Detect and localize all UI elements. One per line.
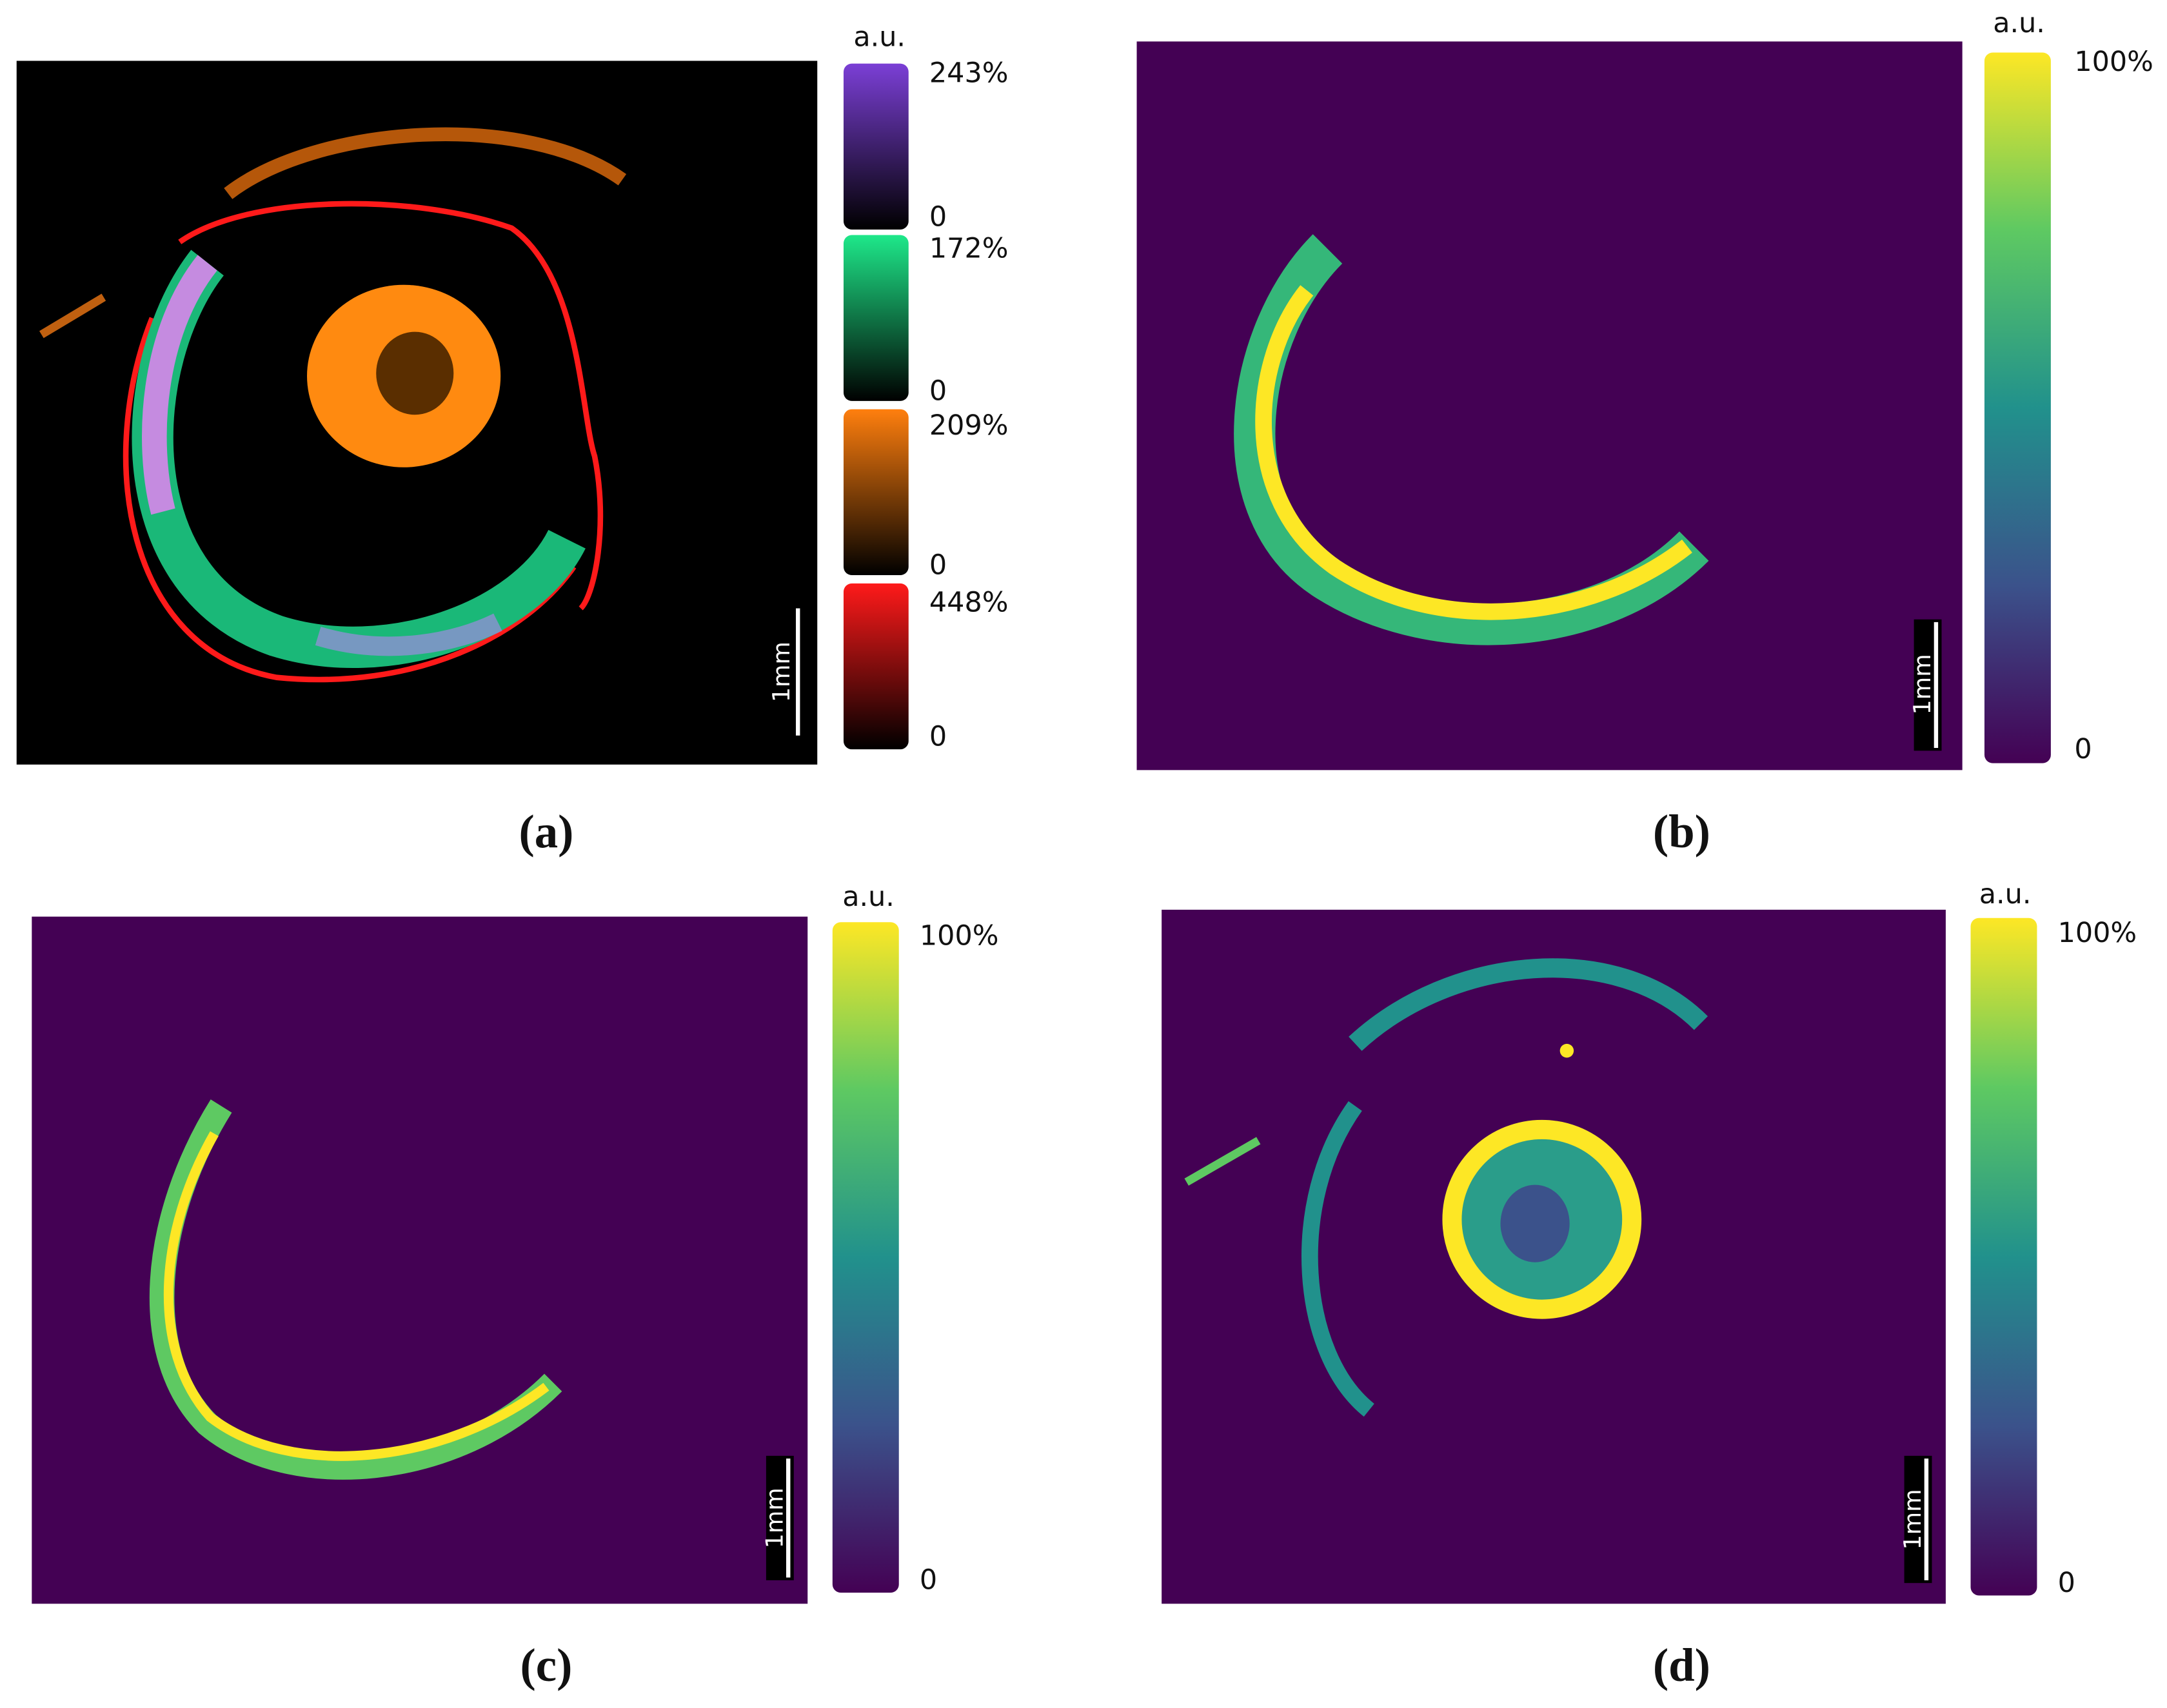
scale-bar-label: 1mm (1908, 654, 1936, 714)
colorbar-min: 0 (929, 721, 947, 753)
colorbar-min: 0 (929, 549, 947, 582)
colorbar-min: 0 (929, 201, 947, 233)
arc (1349, 958, 1708, 1051)
colorbar-max: 100% (2058, 917, 2137, 949)
scale-bar-label: 1mm (767, 642, 795, 702)
colorbar-max: 243% (929, 57, 1009, 89)
image (32, 916, 808, 1604)
unit: a.u. (853, 21, 905, 54)
colorbar (1984, 52, 2051, 763)
colorbar-min: 0 (929, 375, 947, 407)
red-rim-outer (123, 317, 577, 683)
colorbar (843, 583, 909, 750)
spot (1559, 1043, 1574, 1058)
purple-arc (142, 255, 217, 515)
purple-arc (315, 613, 502, 656)
arc-core (163, 1131, 549, 1461)
colorbar (843, 235, 909, 401)
colorbar-max: 100% (920, 919, 999, 952)
blob-core (1500, 1184, 1570, 1262)
caption: (d) (1653, 1639, 1710, 1691)
colorbar-max: 209% (929, 409, 1009, 442)
red-rim (178, 201, 604, 611)
scale-bar-label: 1mm (1899, 1489, 1926, 1549)
arc (149, 1099, 562, 1480)
panel-a: 1mm a.u. 243% 0 172% 0 209% 0 448% 0 (a) (16, 21, 1009, 858)
panel-c: 1mm a.u. 100% 0 (c) (32, 881, 998, 1691)
colorbar-min: 0 (2074, 733, 2092, 765)
panel-b: 1mm a.u. 100% 0 (b) (1136, 7, 2153, 858)
colorbar (843, 409, 909, 576)
colorbar-min: 0 (2058, 1567, 2075, 1599)
orange-spot (39, 293, 106, 339)
spot (1184, 1137, 1261, 1186)
orange-blob-core (376, 331, 454, 415)
caption: (a) (519, 805, 573, 858)
colorbar-max: 448% (929, 587, 1009, 619)
arc-core (1255, 285, 1692, 620)
colorbar-max: 100% (2074, 46, 2153, 78)
caption: (b) (1653, 805, 1710, 858)
colorbar (832, 922, 899, 1593)
orange-ring (224, 127, 627, 199)
unit: a.u. (842, 881, 895, 913)
unit: a.u. (1979, 878, 2032, 910)
colorbar (843, 63, 909, 230)
unit: a.u. (1993, 7, 2045, 39)
colorbar-min: 0 (920, 1564, 937, 1596)
caption: (c) (520, 1639, 573, 1691)
colorbar-max: 172% (929, 233, 1009, 265)
arc (1301, 1101, 1375, 1417)
colorbar (1970, 918, 2037, 1596)
panel-d: 1mm a.u. 100% 0 (d) (1162, 878, 2137, 1691)
scale-bar-label: 1mm (760, 1487, 788, 1548)
